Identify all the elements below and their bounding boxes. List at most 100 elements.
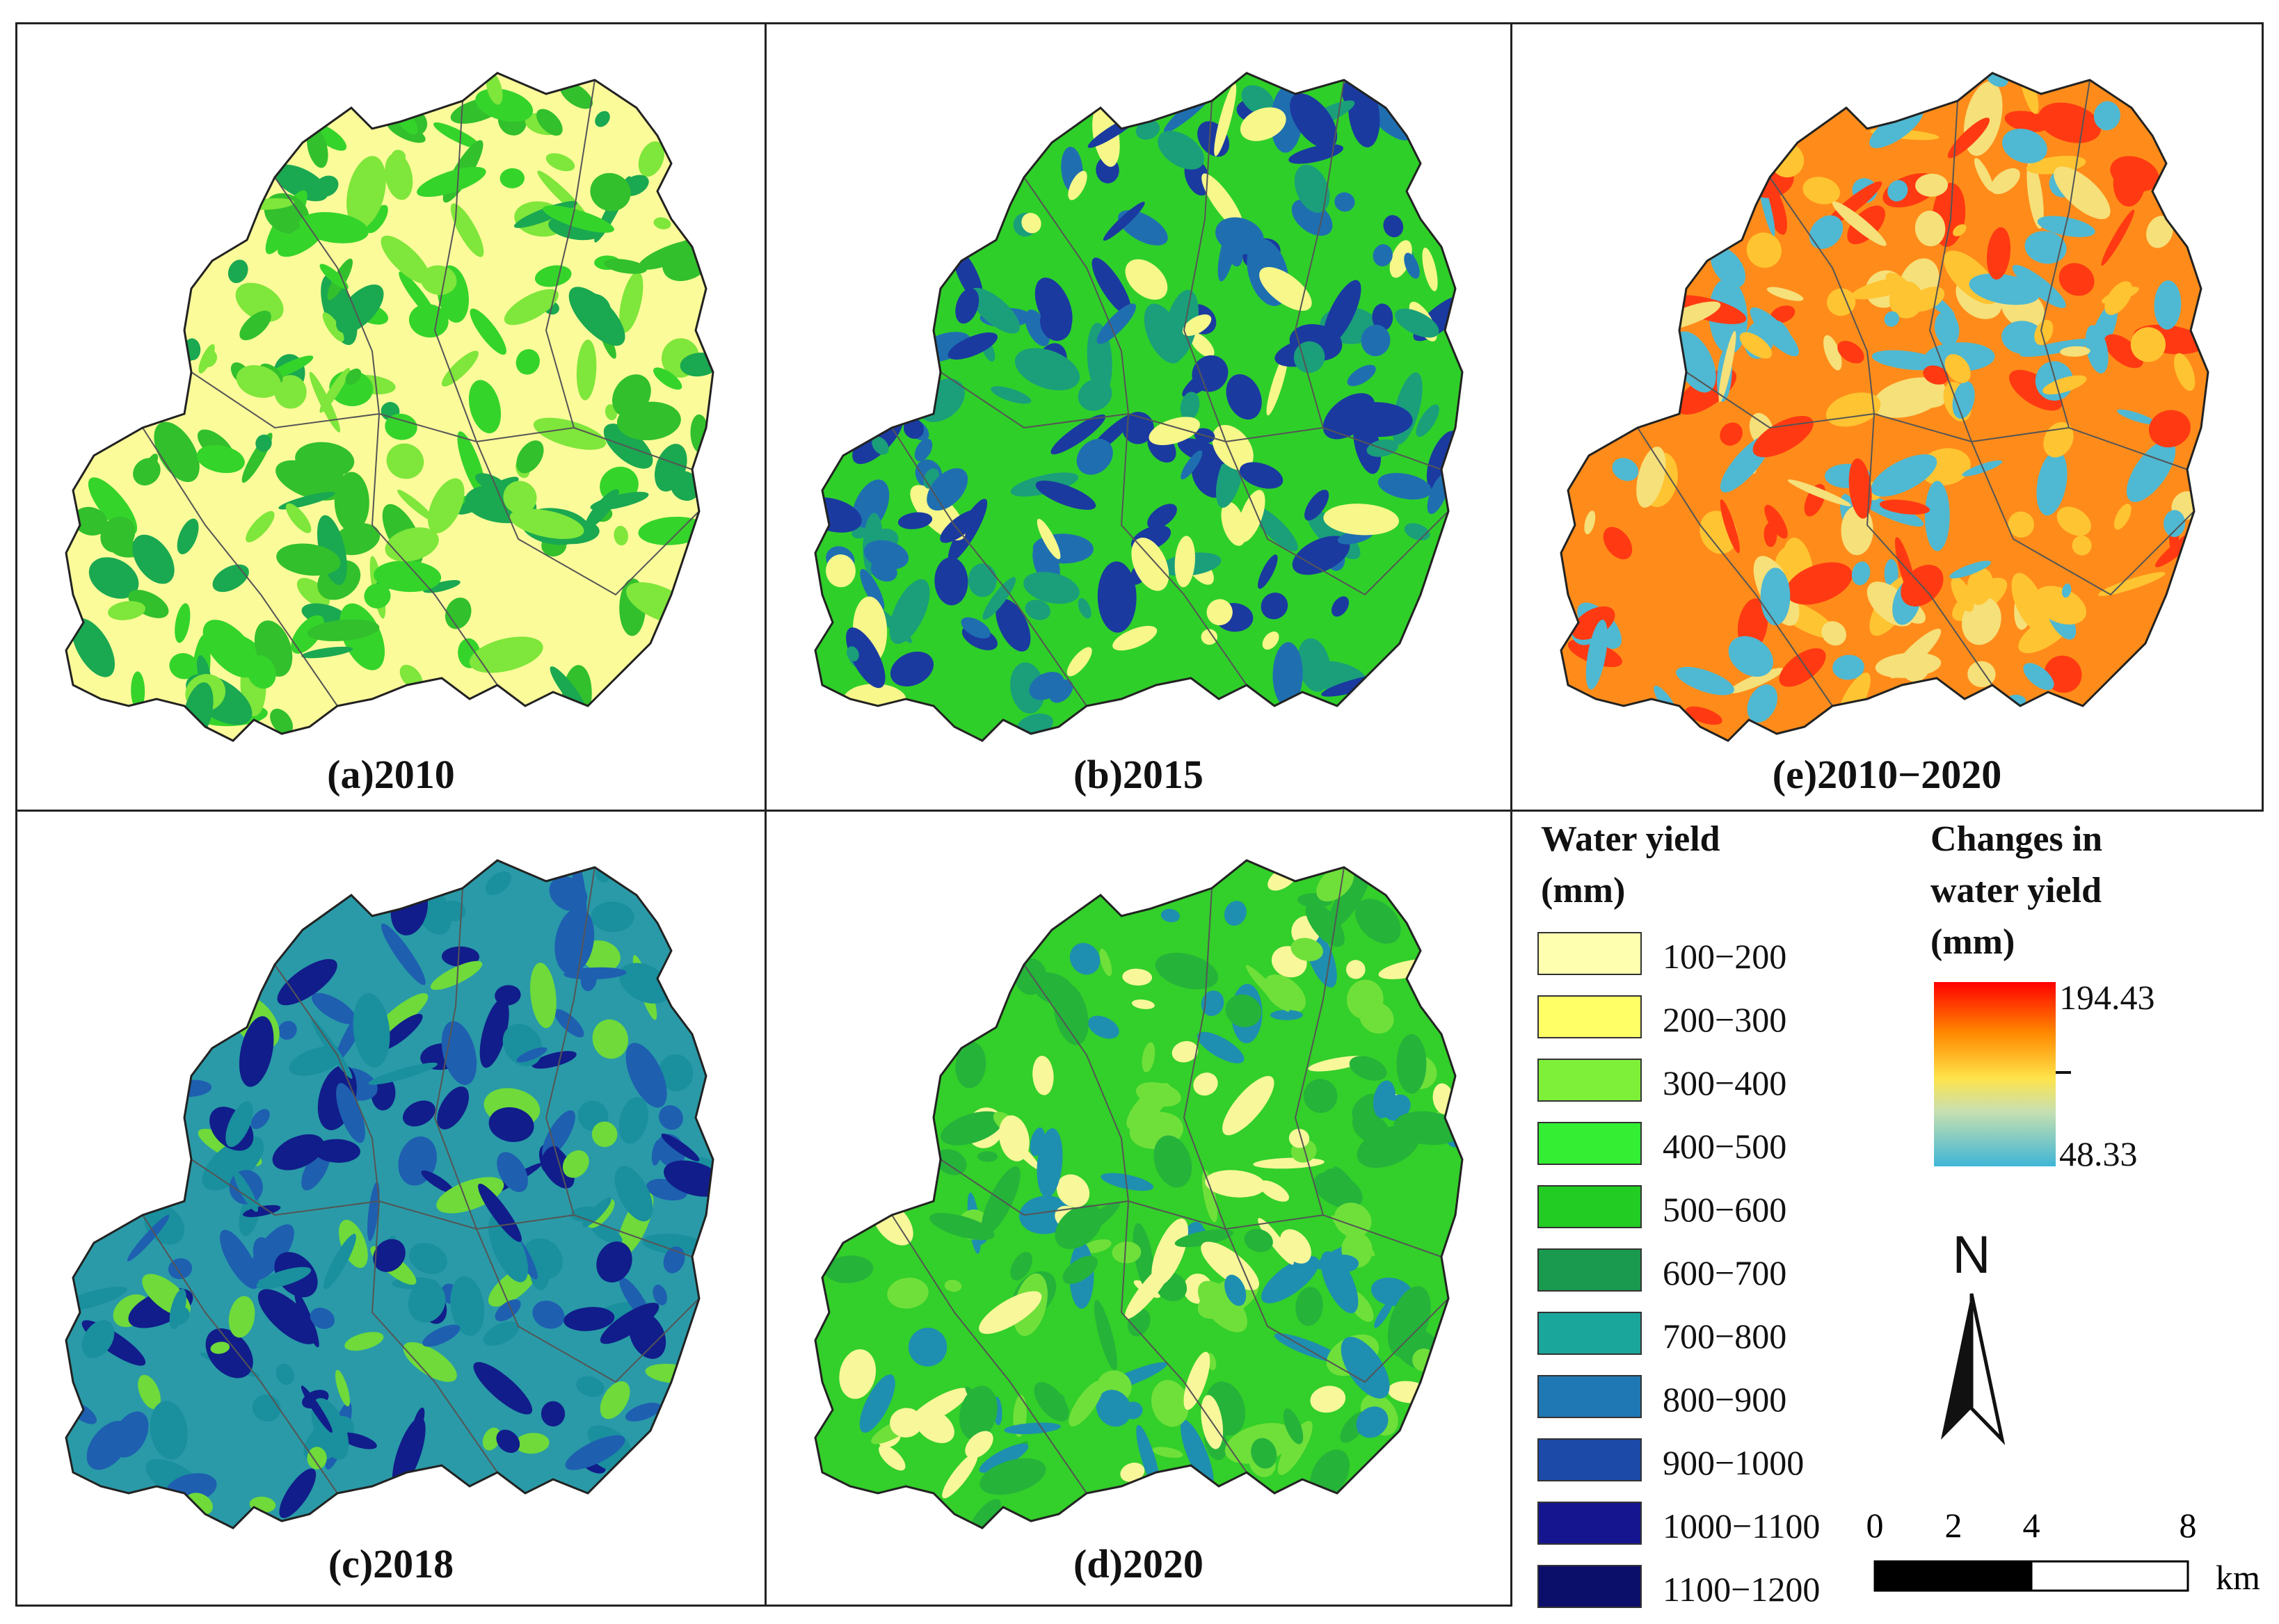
yield-patch — [1676, 666, 1734, 696]
yield-patch — [1201, 629, 1217, 645]
yield-patch — [509, 508, 584, 539]
yield-patch — [1122, 968, 1153, 986]
yield-patch — [227, 259, 248, 284]
yield-patch — [1962, 460, 2003, 476]
yield-patch — [1848, 458, 1872, 519]
yield-patch — [2001, 128, 2047, 163]
yield-patch — [1328, 867, 1371, 929]
yield-patch — [565, 1435, 625, 1470]
yield-patch — [81, 1320, 115, 1358]
yield-patch — [256, 1267, 312, 1289]
yield-patch — [1349, 1056, 1387, 1081]
yield-patch — [1341, 1337, 1390, 1399]
yield-patch — [1304, 490, 1329, 521]
yield-patch — [604, 259, 647, 274]
legend-label: 600−700 — [1663, 1253, 1787, 1292]
yield-patch — [935, 1149, 967, 1175]
subbasin-boundary — [1294, 79, 1345, 428]
yield-patch — [1214, 83, 1237, 156]
subbasin-boundary — [545, 867, 595, 1216]
yield-patch — [2061, 584, 2072, 598]
yield-patch — [653, 1285, 667, 1305]
yield-patch — [846, 627, 886, 689]
yield-patch — [554, 908, 595, 974]
yield-patch — [310, 1308, 335, 1329]
legend-swatch — [1537, 1059, 1642, 1102]
yield-patch — [1328, 1254, 1359, 1273]
yield-patch — [1990, 168, 2020, 195]
yield-patch — [1224, 901, 1247, 926]
scale-tick-label: 8 — [2180, 1506, 2197, 1545]
legend-row: 300−400 — [1537, 1059, 1837, 1106]
yield-patch — [235, 282, 284, 322]
yield-patch — [339, 1432, 377, 1449]
yield-patch — [1746, 232, 1782, 268]
yield-patch — [1097, 561, 1137, 633]
yield-patch — [1322, 280, 1361, 346]
yield-patch — [568, 287, 625, 346]
yield-patch — [307, 127, 328, 168]
yield-patch — [1851, 561, 1871, 586]
yield-patch — [1377, 473, 1432, 500]
yield-patch — [1944, 354, 1971, 383]
yield-patch — [1825, 181, 1882, 227]
yield-patch — [516, 1047, 547, 1063]
yield-patch — [175, 603, 191, 643]
yield-patch — [530, 963, 557, 1029]
yield-patch — [1180, 392, 1200, 421]
yield-patch — [965, 1431, 993, 1458]
yield-patch — [942, 1452, 978, 1499]
yield-patch — [915, 1408, 954, 1443]
subbasin-boundary — [371, 413, 498, 686]
yield-patch — [1288, 1128, 1310, 1148]
legend-title-line: (mm) — [1930, 922, 2015, 962]
yield-patch — [1094, 1299, 1117, 1371]
map-panel-a: (a)2010 — [15, 22, 767, 812]
yield-patch — [870, 560, 897, 582]
yield-patch — [2033, 586, 2086, 625]
yield-patch — [385, 413, 417, 440]
yield-patch — [529, 1253, 550, 1291]
yield-patch — [1986, 227, 2011, 280]
yield-patch — [1263, 974, 1306, 1013]
yield-patch — [1241, 85, 1274, 115]
yield-patch — [1718, 330, 1736, 403]
yield-patch — [591, 1223, 623, 1244]
yield-patch — [1290, 93, 1338, 149]
yield-patch — [1040, 305, 1072, 341]
yield-patch — [277, 958, 337, 1006]
yield-patch — [1198, 1280, 1247, 1333]
yield-patch — [1884, 311, 1900, 327]
yield-patch — [1023, 572, 1080, 604]
yield-patch — [1720, 422, 1743, 446]
yield-patch — [1076, 438, 1113, 475]
map-panel-b: (b)2015 — [765, 22, 1512, 812]
legend-swatch — [1537, 1185, 1642, 1228]
yield-patch — [497, 1152, 528, 1192]
yield-patch — [1069, 942, 1101, 975]
yield-patch — [482, 1427, 501, 1451]
yield-patch — [132, 534, 175, 584]
yield-patch — [1131, 538, 1169, 591]
yield-patch — [2146, 216, 2173, 248]
yield-patch — [1226, 373, 1262, 420]
legend-title-line: Changes in — [1930, 819, 2103, 859]
yield-patch — [839, 1349, 877, 1399]
yield-patch — [169, 1288, 186, 1330]
yield-patch — [373, 1239, 406, 1272]
yield-patch — [2148, 410, 2191, 448]
yield-patch — [592, 1019, 628, 1059]
yield-patch — [409, 1243, 447, 1274]
yield-patch — [1261, 1256, 1320, 1303]
map-change-2010-2020 — [1560, 72, 2209, 742]
yield-patch — [1103, 202, 1145, 241]
yield-patch — [1293, 341, 1325, 373]
yield-patch — [1177, 438, 1227, 465]
yield-patch — [879, 1445, 906, 1471]
yield-patch — [531, 1051, 577, 1069]
yield-patch — [903, 418, 925, 439]
yield-patch — [1250, 505, 1298, 552]
yield-patch — [243, 1205, 281, 1217]
subbasin-boundary — [1120, 413, 1247, 686]
yield-patch — [929, 1213, 995, 1240]
